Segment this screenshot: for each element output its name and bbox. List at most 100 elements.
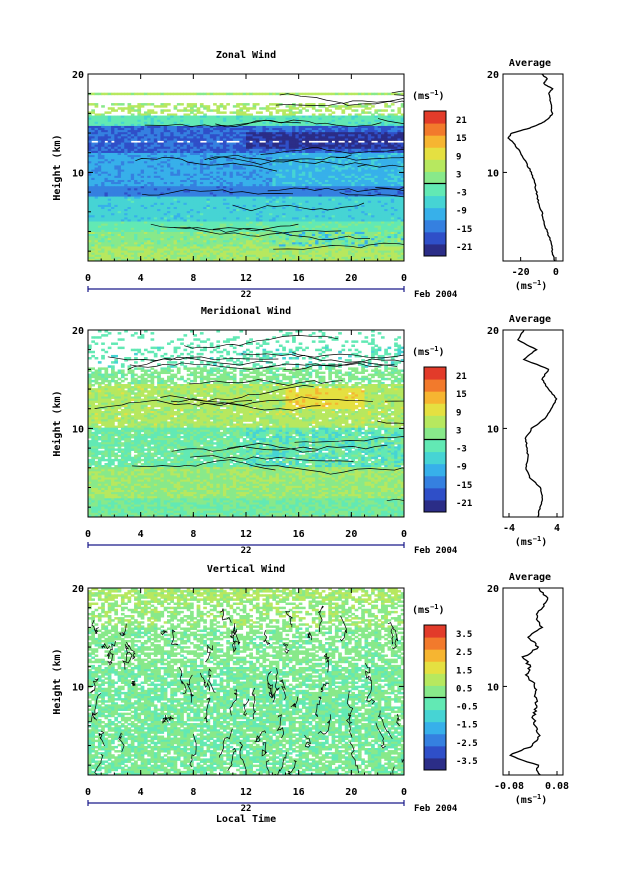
field-cell xyxy=(163,132,168,135)
field-cell xyxy=(206,123,211,127)
field-cell xyxy=(222,128,227,131)
field-cell xyxy=(364,188,369,191)
field-cell xyxy=(216,165,221,168)
field-cell xyxy=(325,177,329,181)
field-cell xyxy=(292,125,296,129)
field-cell xyxy=(321,152,326,156)
field-cell xyxy=(206,200,211,204)
field-cell xyxy=(88,215,92,218)
field-cell xyxy=(308,173,313,177)
field-cell xyxy=(222,136,227,139)
field-cell xyxy=(354,186,359,189)
field-cell xyxy=(361,204,365,208)
field-cell xyxy=(285,190,290,193)
field-cell xyxy=(147,165,151,168)
field-cell xyxy=(213,144,217,148)
field-cell xyxy=(252,150,257,154)
field-cell xyxy=(153,115,158,119)
field-cell xyxy=(186,171,191,175)
field-cell xyxy=(193,167,198,170)
field-cell xyxy=(170,92,174,96)
field-cell xyxy=(176,202,181,206)
field-cell xyxy=(176,206,181,210)
field-cell xyxy=(282,144,286,148)
field-cell xyxy=(249,165,253,168)
field-cell xyxy=(216,175,221,179)
field-cell xyxy=(377,140,382,143)
field-cell xyxy=(285,140,290,143)
field-cell xyxy=(285,194,290,197)
field-cell xyxy=(397,92,402,96)
field-cell xyxy=(325,196,329,200)
field-cell xyxy=(275,121,280,125)
field-cell xyxy=(216,167,221,170)
field-cell xyxy=(334,136,339,139)
field-cell xyxy=(390,113,395,116)
field-cell xyxy=(275,115,280,119)
field-cell xyxy=(167,188,171,191)
field-cell xyxy=(117,103,122,106)
field-cell xyxy=(295,175,300,179)
field-cell xyxy=(262,128,267,131)
field-cell xyxy=(394,184,398,187)
field-cell xyxy=(367,148,372,152)
field-cell xyxy=(354,184,359,187)
field-cell xyxy=(167,179,171,183)
field-cell xyxy=(295,92,300,96)
field-cell xyxy=(242,150,247,154)
field-cell xyxy=(104,117,109,121)
field-cell xyxy=(255,171,260,175)
field-cell xyxy=(394,206,398,210)
field-cell xyxy=(157,105,161,108)
field-cell xyxy=(186,155,191,158)
field-cell xyxy=(292,123,296,127)
field-cell xyxy=(170,159,174,162)
field-cell xyxy=(160,177,165,181)
field-cell xyxy=(91,103,95,106)
field-cell xyxy=(341,196,346,200)
field-cell xyxy=(180,121,184,125)
field-cell xyxy=(308,157,313,160)
field-cell xyxy=(150,130,155,133)
field-cell xyxy=(367,134,372,137)
field-cell xyxy=(285,211,290,214)
field-cell xyxy=(282,175,286,179)
field-cell xyxy=(252,138,257,141)
field-cell xyxy=(137,177,142,181)
field-cell xyxy=(249,161,253,164)
field-cell xyxy=(269,202,273,206)
field-cell xyxy=(252,117,257,121)
field-cell xyxy=(180,109,184,112)
field-cell xyxy=(242,107,247,110)
field-cell xyxy=(288,209,293,212)
field-cell xyxy=(298,123,303,127)
field-cell xyxy=(246,134,250,137)
field-cell xyxy=(361,152,365,156)
field-cell xyxy=(367,155,372,158)
field-cell xyxy=(193,138,198,141)
field-cell xyxy=(371,194,375,197)
field-cell xyxy=(124,198,128,202)
field-cell xyxy=(226,128,230,131)
field-cell xyxy=(272,177,277,181)
field-cell xyxy=(328,186,332,189)
field-cell xyxy=(334,175,339,179)
field-cell xyxy=(97,128,102,131)
field-cell xyxy=(272,206,277,210)
field-cell xyxy=(236,130,240,133)
field-cell xyxy=(308,196,313,200)
field-cell xyxy=(311,103,316,106)
field-cell xyxy=(186,144,191,148)
field-cell xyxy=(380,190,385,193)
field-cell xyxy=(321,182,326,185)
field-cell xyxy=(180,188,184,191)
field-cell xyxy=(173,182,178,185)
field-cell xyxy=(206,213,211,216)
field-cell xyxy=(203,115,207,119)
field-cell xyxy=(219,119,224,123)
field-cell xyxy=(301,177,306,181)
field-cell xyxy=(315,167,319,170)
field-cell xyxy=(222,179,227,183)
field-cell xyxy=(88,194,92,197)
field-cell xyxy=(328,198,332,202)
